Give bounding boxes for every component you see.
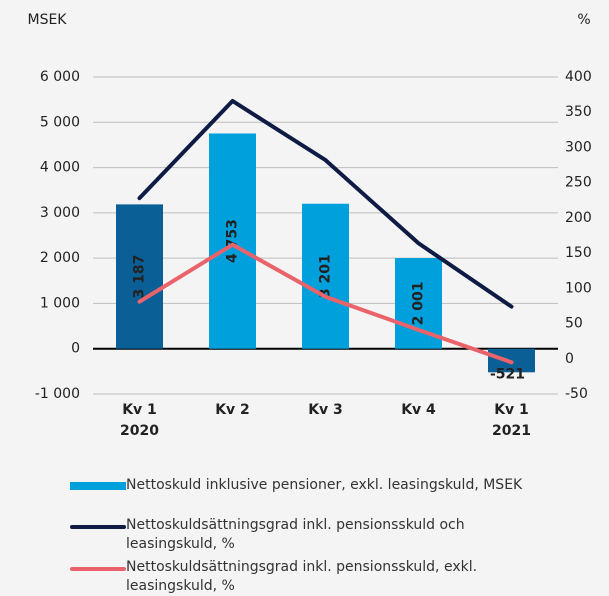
legend-swatch — [70, 482, 126, 490]
y2-tick-label: 200 — [565, 210, 592, 226]
x-tick-label: Kv 4 — [401, 402, 436, 418]
value-label: 4 753 — [225, 219, 241, 263]
x-tick-label: Kv 2 — [215, 402, 250, 418]
legend-item: Nettoskuld inklusive pensioner, exkl. le… — [70, 476, 546, 495]
y-tick-label: 4 000 — [40, 160, 80, 176]
value-label: 2 001 — [411, 281, 427, 325]
legend-label: Nettoskuldsättningsgrad inkl. pensionssk… — [126, 559, 478, 594]
plot: MSEK % -1 000 0 1 000 2 000 3 000 4 000 5 000 6… — [28, 12, 592, 439]
bar — [116, 204, 163, 349]
legend-swatch — [70, 567, 126, 571]
legend-item: Nettoskuldsättningsgrad inkl. pensionssk… — [70, 558, 546, 596]
legend-swatch — [70, 525, 126, 529]
bar — [209, 133, 256, 349]
line — [137, 242, 514, 365]
y-axis-title: MSEK — [28, 12, 68, 28]
y2-tick-label: 50 — [565, 316, 583, 332]
y2-tick-label: 300 — [565, 139, 592, 155]
x-tick-label: Kv 3 — [308, 402, 343, 418]
y-tick-label: 6 000 — [40, 69, 80, 85]
legend-label: Nettoskuld inklusive pensioner, exkl. le… — [126, 477, 523, 493]
y2-tick-label: 250 — [565, 175, 592, 191]
line — [137, 98, 514, 309]
y-tick-label: 3 000 — [40, 205, 80, 221]
y-tick-label: 5 000 — [40, 114, 80, 130]
value-label: 3 201 — [318, 254, 334, 298]
y-tick-label: 2 000 — [40, 250, 80, 266]
value-label: 3 187 — [132, 255, 148, 299]
y2-tick-label: 100 — [565, 280, 592, 296]
x-tick-label: Kv 1 2020 — [120, 402, 159, 439]
y-tick-label: -1 000 — [35, 386, 80, 402]
y2-tick-label: -50 — [565, 386, 588, 402]
y2-axis-title: % — [577, 12, 590, 28]
bar — [302, 203, 349, 349]
y2-tick-label: 150 — [565, 245, 592, 261]
y2-tick-label: 0 — [565, 351, 574, 367]
y2-tick-label: 400 — [565, 69, 592, 85]
legend-label: Nettoskuldsättningsgrad inkl. pensionssk… — [126, 517, 465, 552]
y2-tick-label: 350 — [565, 104, 592, 120]
y-tick-label: 1 000 — [40, 295, 80, 311]
x-tick-label: Kv 1 2021 — [492, 402, 531, 439]
y-tick-label: 0 — [71, 341, 80, 357]
value-label: -521 — [490, 366, 525, 382]
legend-item: Nettoskuldsättningsgrad inkl. pensionssk… — [70, 516, 546, 554]
